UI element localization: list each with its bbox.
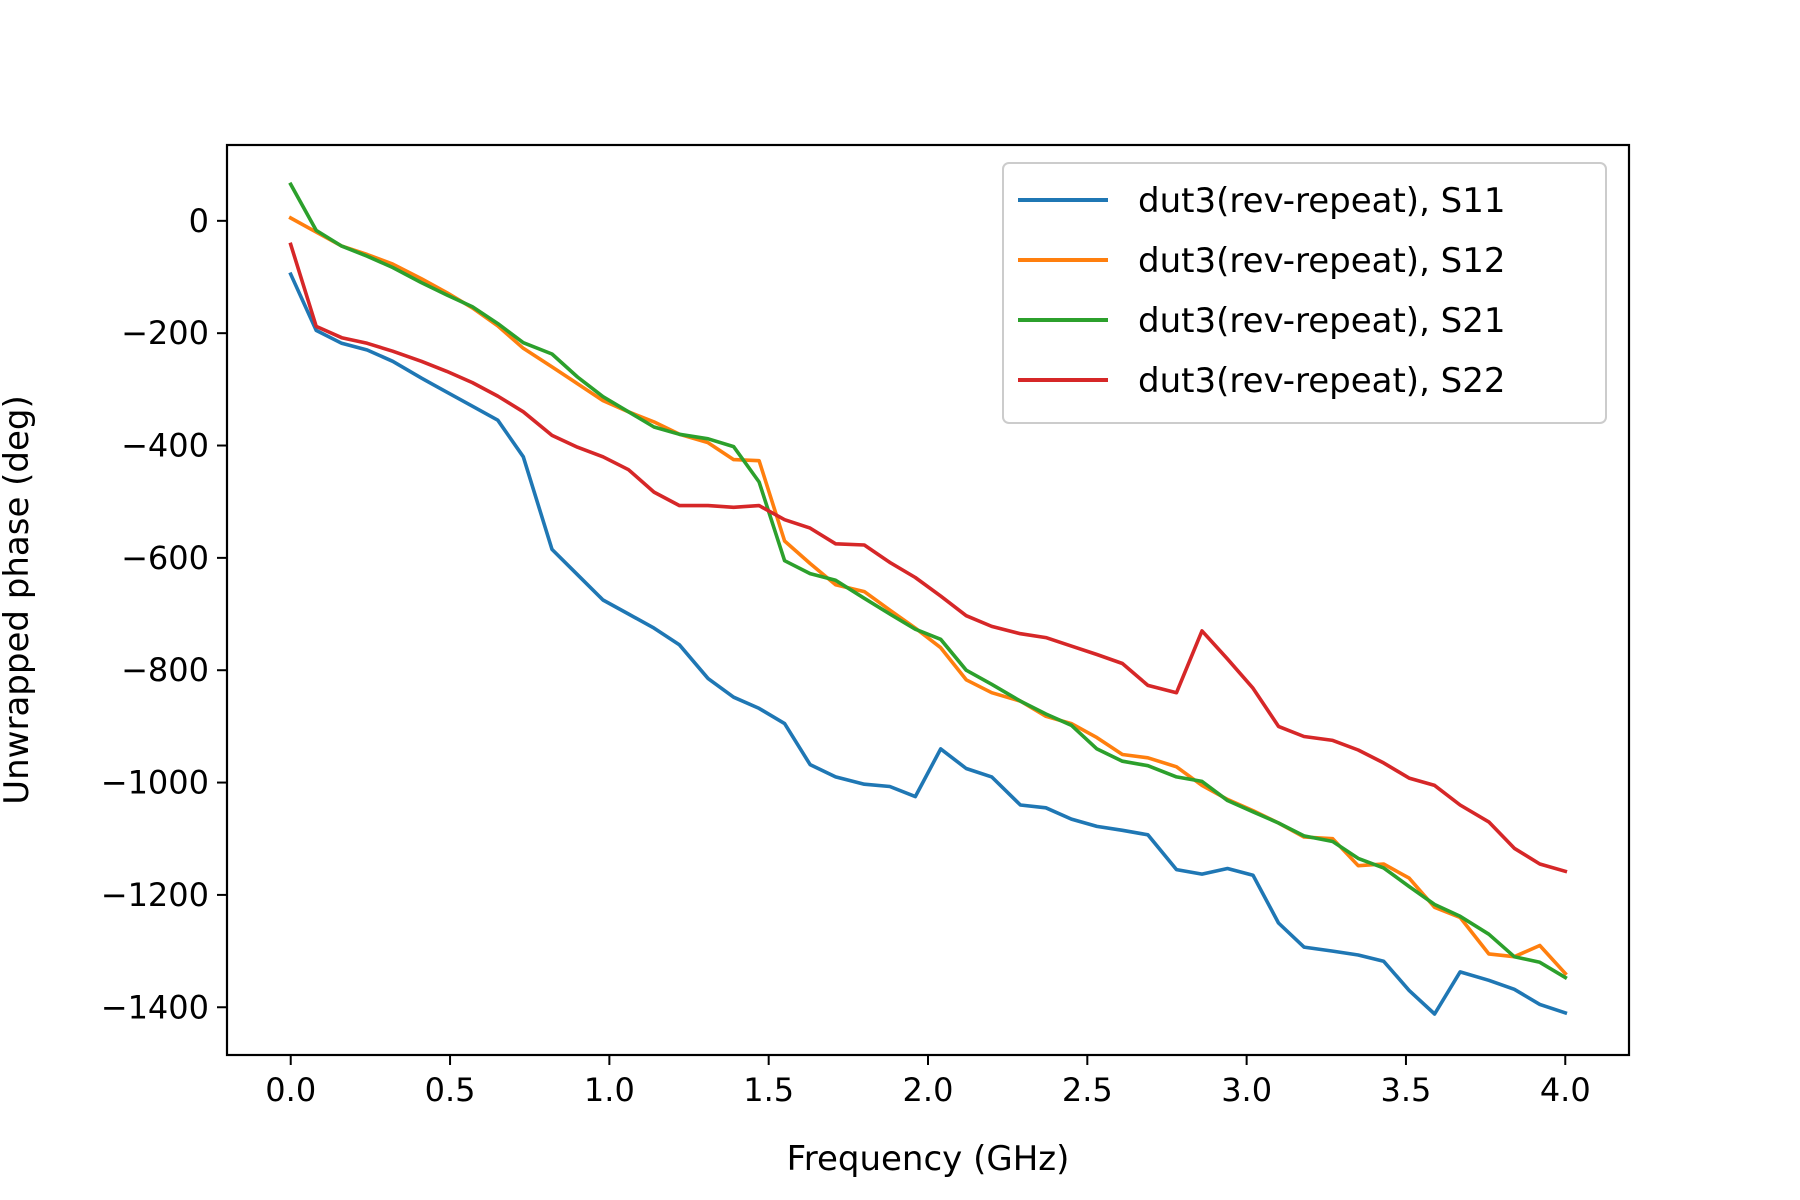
series-line-2 <box>288 215 1568 977</box>
x-tick-label: 1.0 <box>584 1071 635 1109</box>
y-tick-label: −1000 <box>101 764 209 802</box>
y-tick-label: −1400 <box>101 988 209 1026</box>
legend-label-3: dut3(rev-repeat), S21 <box>1138 301 1506 341</box>
x-tick-label: 2.0 <box>903 1071 954 1109</box>
y-axis-label: Unwrapped phase (deg) <box>0 395 37 805</box>
legend: dut3(rev-repeat), S11 dut3(rev-repeat), S… <box>1002 162 1607 424</box>
x-axis: 0.0 0.5 1.0 1.5 2.0 2.5 3.0 3.5 4.0 <box>265 1055 1591 1109</box>
series-line-1 <box>288 271 1568 1016</box>
x-tick-label: 3.0 <box>1221 1071 1272 1109</box>
y-tick-label: −600 <box>121 539 209 577</box>
y-tick-label: −1200 <box>101 876 209 914</box>
y-tick-label: −200 <box>121 314 209 352</box>
x-tick-label: 3.5 <box>1381 1071 1432 1109</box>
x-tick-label: 0.0 <box>265 1071 316 1109</box>
x-axis-label: Frequency (GHz) <box>787 1139 1070 1179</box>
x-tick-label: 4.0 <box>1540 1071 1591 1109</box>
y-tick-label: −400 <box>121 427 209 465</box>
legend-label-2: dut3(rev-repeat), S12 <box>1138 241 1506 281</box>
legend-box <box>1002 162 1607 424</box>
x-tick-label: 1.5 <box>743 1071 794 1109</box>
plot-area <box>288 181 1568 1016</box>
y-axis: 0 −200 −400 −600 −800 −1000 −1200 −1400 <box>101 202 227 1026</box>
x-tick-label: 0.5 <box>425 1071 476 1109</box>
series-line-3 <box>288 181 1568 980</box>
legend-label-4: dut3(rev-repeat), S22 <box>1138 361 1506 401</box>
legend-label-1: dut3(rev-repeat), S11 <box>1138 181 1506 221</box>
y-tick-label: −800 <box>121 651 209 689</box>
x-tick-label: 2.5 <box>1062 1071 1113 1109</box>
y-tick-label: 0 <box>189 202 209 240</box>
series-line-4 <box>288 242 1568 874</box>
